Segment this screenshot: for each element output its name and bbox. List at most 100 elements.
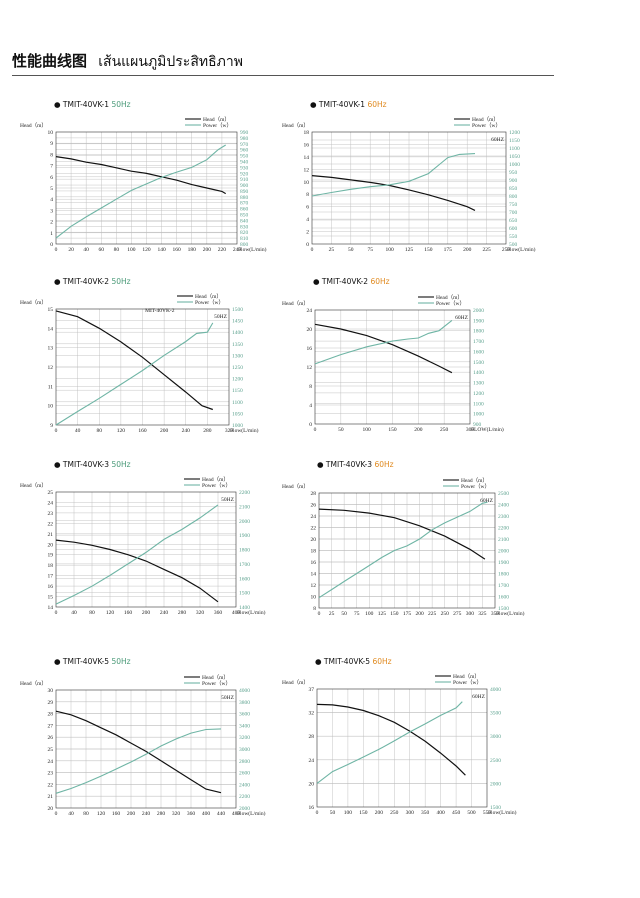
x-tick-label: 200 <box>142 610 151 616</box>
x-tick-label: 25 <box>329 247 335 253</box>
y-tick-label: 6 <box>306 205 309 211</box>
y-tick-label: 9 <box>50 141 53 147</box>
y2-tick-label: 2500 <box>498 491 509 497</box>
y2-tick-label: 1200 <box>473 391 484 397</box>
y-tick-label: 18 <box>311 549 317 555</box>
chart-model: ● TMIT-40VK-3 <box>54 460 111 469</box>
y-tick-label: 20 <box>48 542 54 548</box>
y2-tick-label: 1400 <box>239 605 250 611</box>
head-curve <box>318 508 486 560</box>
x-tick-label: 250 <box>441 611 450 617</box>
head-curve <box>55 310 213 411</box>
x-tick-label: 320 <box>196 610 205 616</box>
y-tick-label: 12 <box>48 365 54 371</box>
y-tick-label: 2 <box>306 230 309 236</box>
head-curve <box>55 156 227 195</box>
y-tick-label: 8 <box>50 152 53 158</box>
chart-hz: 50Hz <box>111 657 130 666</box>
chart-hz-tag: 60HZ <box>455 315 468 321</box>
plot-frame <box>318 492 496 609</box>
y2-tick-label: 1700 <box>498 583 509 589</box>
y-axis-label: Head（m） <box>282 122 309 129</box>
y2-tick-label: 2800 <box>239 759 250 765</box>
x-tick-label: 120 <box>142 247 151 253</box>
y-tick-label: 1 <box>50 231 53 237</box>
y2-tick-label: 2000 <box>490 781 501 787</box>
x-tick-label: 60 <box>99 247 105 253</box>
y2-tick-label: 1900 <box>498 560 509 566</box>
x-tick-label: 200 <box>414 427 423 433</box>
x-tick-label: 140 <box>157 247 166 253</box>
y-axis-label: Head（m） <box>20 482 47 489</box>
plot-frame <box>55 689 237 809</box>
chart-7: ● TMIT-40VK-5 50Hz Head（m） 0 40 80 120 160 200 2… <box>20 657 266 817</box>
legend-head-label: Head（m） <box>203 116 230 123</box>
legend-head-label: Head（m） <box>202 476 229 483</box>
power-curve <box>314 319 453 365</box>
y-tick-label: 11 <box>48 384 54 390</box>
y2-tick-label: 2200 <box>239 490 250 496</box>
plot-frame <box>314 309 471 425</box>
x-tick-label: 160 <box>124 610 133 616</box>
y2-tick-label: 1800 <box>239 548 250 554</box>
x-axis-label: Flow(L/min) <box>237 609 266 616</box>
x-tick-label: 200 <box>160 428 169 434</box>
y2-tick-label: 3600 <box>239 712 250 718</box>
y-tick-label: 20 <box>307 327 313 333</box>
y-tick-label: 24 <box>311 514 317 520</box>
y-tick-label: 24 <box>48 759 54 765</box>
x-axis-label: Flow(L/min) <box>230 427 259 434</box>
y2-tick-label: 900 <box>509 178 518 184</box>
legend-head-label: Head（m） <box>195 293 222 300</box>
y-axis-label: Head（m） <box>20 299 47 306</box>
x-tick-label: 75 <box>354 611 360 617</box>
x-tick-label: 100 <box>363 427 372 433</box>
y2-tick-label: 1700 <box>473 339 484 345</box>
chart-title: ● TMIT-40VK-5 60Hz <box>315 657 392 666</box>
chart-title: ● TMIT-40VK-1 50Hz <box>54 100 131 109</box>
page-title-cn: 性能曲线图 <box>12 52 88 70</box>
y-tick-label: 16 <box>311 560 317 566</box>
x-tick-label: 250 <box>440 427 449 433</box>
x-tick-label: 500 <box>467 810 476 816</box>
y2-tick-label: 750 <box>509 202 518 208</box>
x-tick-label: 0 <box>55 428 58 434</box>
y2-tick-label: 930 <box>240 165 249 171</box>
y-tick-label: 8 <box>313 606 316 612</box>
plot-frame <box>316 688 488 808</box>
y2-tick-label: 500 <box>509 242 518 248</box>
x-tick-label: 300 <box>406 810 415 816</box>
chart-hz: 50Hz <box>111 460 130 469</box>
x-tick-label: 325 <box>478 611 487 617</box>
chart-model: ● TMIT-40VK-2 <box>313 277 370 286</box>
chart-hz-tag: 60HZ <box>480 498 493 504</box>
x-tick-label: 40 <box>75 428 81 434</box>
y-tick-label: 3 <box>50 208 53 214</box>
x-tick-label: 400 <box>202 811 211 817</box>
y2-tick-label: 970 <box>240 142 249 148</box>
y-tick-label: 10 <box>48 130 54 136</box>
x-tick-label: 450 <box>452 810 461 816</box>
y2-tick-label: 2000 <box>239 519 250 525</box>
chart-hz-tag: 60HZ <box>491 137 504 143</box>
x-axis-label: Flow(L/min) <box>237 810 266 817</box>
y-tick-label: 20 <box>309 781 315 787</box>
head-curve <box>55 710 222 794</box>
x-tick-label: 100 <box>365 611 374 617</box>
x-tick-label: 280 <box>203 428 212 434</box>
chart-hz-tag: 50HZ <box>221 497 234 503</box>
x-tick-label: 0 <box>55 811 58 817</box>
y2-tick-label: 2100 <box>498 537 509 543</box>
y2-tick-label: 870 <box>240 201 249 207</box>
chart-hz: 50Hz <box>111 277 130 286</box>
y-tick-label: 9 <box>50 423 53 429</box>
y-tick-label: 16 <box>309 805 315 811</box>
x-tick-label: 440 <box>217 811 226 817</box>
y2-tick-label: 1900 <box>473 318 484 324</box>
y2-tick-label: 800 <box>240 242 249 248</box>
y2-tick-label: 890 <box>240 189 249 195</box>
chart-3: ● TMIT-40VK-2 50Hz Head（m） 0 40 80 120 160 200 2… <box>20 277 259 434</box>
x-tick-label: 160 <box>138 428 147 434</box>
x-tick-label: 150 <box>424 247 433 253</box>
